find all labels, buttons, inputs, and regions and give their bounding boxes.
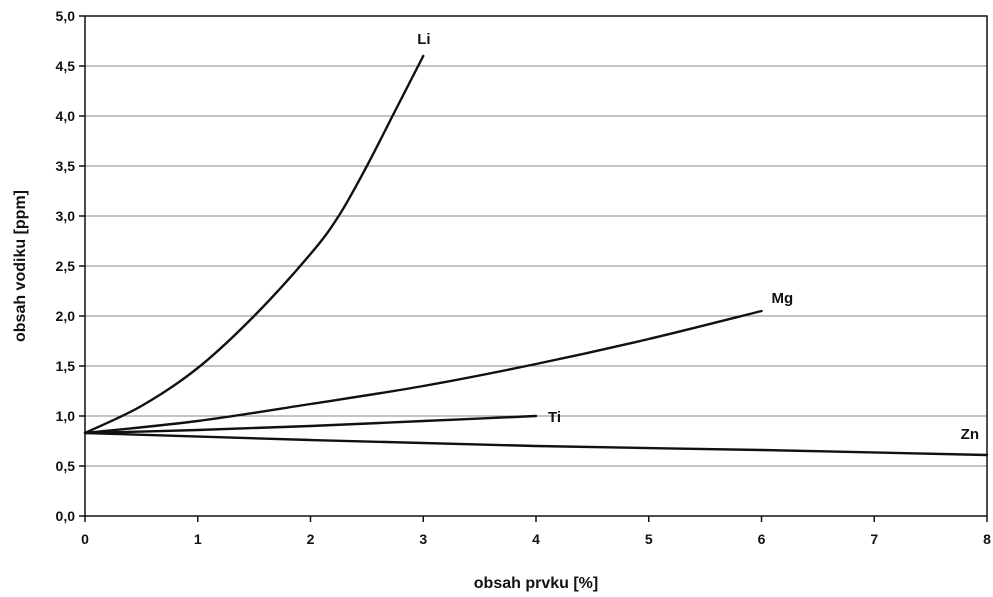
x-tick-label: 5 bbox=[645, 531, 653, 547]
x-tick-label: 6 bbox=[758, 531, 766, 547]
series-labels: Li Mg Ti Zn bbox=[417, 31, 979, 443]
series-line-zn bbox=[83, 431, 989, 457]
x-tick-label: 3 bbox=[419, 531, 427, 547]
y-tick-label: 3,5 bbox=[56, 158, 76, 174]
y-tick-label: 2,5 bbox=[56, 258, 76, 274]
y-axis-ticks: 0,0 0,5 1,0 1,5 2,0 2,5 3,0 3,5 4,0 4,5 5,0 bbox=[56, 8, 85, 524]
x-axis-title: obsah prvku [%] bbox=[474, 575, 598, 592]
series-line-mg bbox=[83, 309, 763, 435]
y-tick-label: 3,0 bbox=[56, 208, 76, 224]
x-axis-ticks: 0 1 2 3 4 5 6 7 8 bbox=[81, 516, 991, 547]
x-tick-label: 8 bbox=[983, 531, 991, 547]
y-tick-label: 1,5 bbox=[56, 358, 76, 374]
series-label-ti: Ti bbox=[548, 409, 561, 426]
series-line-li bbox=[83, 54, 425, 435]
grid-lines bbox=[85, 65, 987, 467]
y-tick-label: 4,5 bbox=[56, 58, 76, 74]
x-tick-label: 4 bbox=[532, 531, 540, 547]
series-label-zn: Zn bbox=[961, 426, 979, 443]
x-tick-label: 2 bbox=[307, 531, 315, 547]
x-tick-label: 0 bbox=[81, 531, 89, 547]
series-lines bbox=[83, 54, 989, 457]
series-label-mg: Mg bbox=[772, 290, 794, 307]
x-tick-label: 1 bbox=[194, 531, 202, 547]
y-tick-label: 1,0 bbox=[56, 408, 76, 424]
y-tick-label: 2,0 bbox=[56, 308, 76, 324]
y-tick-label: 4,0 bbox=[56, 108, 76, 124]
y-tick-label: 0,5 bbox=[56, 458, 76, 474]
series-line-ti bbox=[83, 414, 538, 435]
x-tick-label: 7 bbox=[870, 531, 878, 547]
series-label-li: Li bbox=[417, 31, 430, 48]
y-tick-label: 5,0 bbox=[56, 8, 76, 24]
y-axis-title: obsah vodiku [ppm] bbox=[12, 190, 29, 342]
y-tick-label: 0,0 bbox=[56, 508, 76, 524]
